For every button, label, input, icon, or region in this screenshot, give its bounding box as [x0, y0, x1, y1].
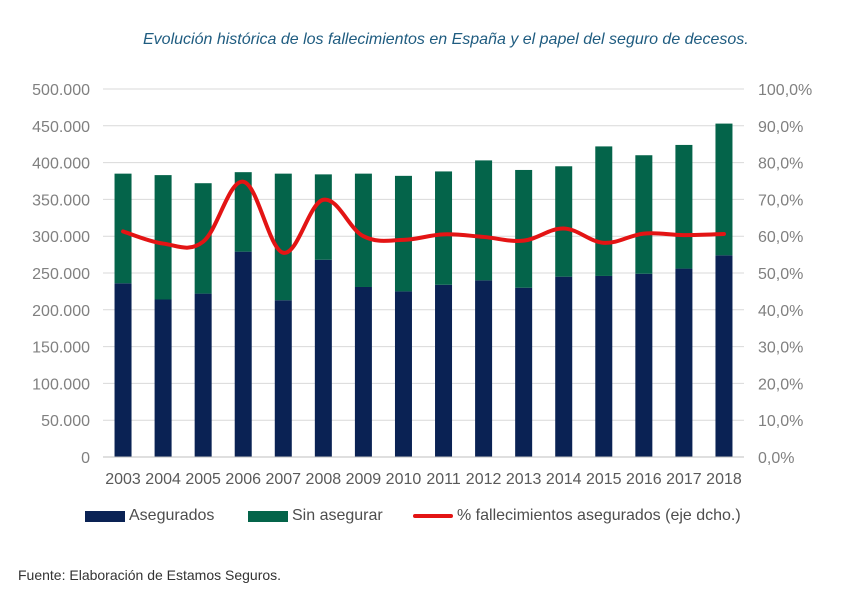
- bar-asegurados: [515, 287, 533, 457]
- legend-swatch-asegurados: [85, 511, 125, 522]
- x-tick-label: 2015: [586, 471, 622, 488]
- y-left-tick-label: 100.000: [32, 376, 90, 393]
- y-left-tick-label: 350.000: [32, 192, 90, 209]
- bar-asegurados: [154, 299, 172, 457]
- bar-sin-asegurar: [435, 171, 453, 285]
- bar-sin-asegurar: [154, 175, 172, 300]
- bar-asegurados: [675, 268, 693, 457]
- legend-swatch-sin-asegurar: [248, 511, 288, 522]
- y-right-tick-label: 40,0%: [758, 303, 803, 320]
- y-left-tick-label: 300.000: [32, 229, 90, 246]
- x-tick-label: 2006: [225, 471, 261, 488]
- y-left-tick-label: 200.000: [32, 303, 90, 320]
- y-right-tick-label: 100,0%: [758, 82, 812, 99]
- bar-asegurados: [715, 255, 733, 457]
- y-left-tick-label: 0: [81, 450, 90, 467]
- bar-asegurados: [194, 293, 212, 457]
- bar-asegurados: [234, 251, 252, 457]
- bar-sin-asegurar: [595, 146, 613, 276]
- series-line-percent: [121, 179, 726, 255]
- bar-sin-asegurar: [715, 123, 733, 256]
- y-right-tick-label: 50,0%: [758, 266, 803, 283]
- y-left-tick-label: 50.000: [41, 413, 90, 430]
- legend-label-percent: % fallecimientos asegurados (eje dcho.): [457, 507, 741, 524]
- bar-asegurados: [475, 280, 493, 457]
- legend-label-asegurados: Asegurados: [129, 507, 215, 524]
- y-right-tick-label: 70,0%: [758, 192, 803, 209]
- bar-asegurados: [114, 283, 132, 457]
- y-right-tick-label: 30,0%: [758, 340, 803, 357]
- x-tick-label: 2016: [626, 471, 662, 488]
- y-left-tick-label: 400.000: [32, 156, 90, 173]
- y-right-tick-label: 0,0%: [758, 450, 794, 467]
- bar-sin-asegurar: [635, 155, 653, 274]
- y-right-tick-label: 10,0%: [758, 413, 803, 430]
- bar-sin-asegurar: [394, 175, 412, 292]
- source-note: Fuente: Elaboración de Estamos Seguros.: [18, 567, 282, 583]
- bar-asegurados: [595, 275, 613, 457]
- bar-asegurados: [314, 259, 332, 457]
- y-right-tick-label: 60,0%: [758, 229, 803, 246]
- bar-sin-asegurar: [314, 174, 332, 260]
- x-tick-label: 2011: [426, 471, 461, 488]
- x-tick-label: 2017: [666, 471, 702, 488]
- x-tick-label: 2012: [466, 471, 502, 488]
- y-left-tick-label: 250.000: [32, 266, 90, 283]
- bar-sin-asegurar: [234, 172, 252, 252]
- bar-sin-asegurar: [114, 173, 132, 284]
- y-left-tick-label: 150.000: [32, 340, 90, 357]
- bar-sin-asegurar: [274, 173, 292, 301]
- bar-sin-asegurar: [555, 166, 573, 277]
- bar-asegurados: [274, 300, 292, 457]
- y-left-tick-label: 450.000: [32, 119, 90, 136]
- legend-swatch-percent: [413, 514, 453, 518]
- bar-sin-asegurar: [515, 169, 533, 288]
- y-right-tick-label: 80,0%: [758, 156, 803, 173]
- bar-asegurados: [354, 286, 372, 457]
- y-right-tick-label: 90,0%: [758, 119, 803, 136]
- x-tick-label: 2014: [546, 471, 582, 488]
- x-tick-label: 2007: [265, 471, 301, 488]
- bar-asegurados: [435, 284, 453, 457]
- bar-sin-asegurar: [194, 183, 212, 294]
- x-tick-label: 2004: [145, 471, 181, 488]
- x-tick-label: 2008: [306, 471, 342, 488]
- chart-title: Evolución histórica de los fallecimiento…: [143, 31, 749, 48]
- x-tick-label: 2010: [386, 471, 422, 488]
- bar-sin-asegurar: [354, 173, 372, 287]
- x-tick-label: 2003: [105, 471, 141, 488]
- bar-sin-asegurar: [675, 144, 693, 269]
- bar-asegurados: [555, 276, 573, 457]
- y-right-tick-label: 20,0%: [758, 376, 803, 393]
- x-tick-label: 2009: [346, 471, 382, 488]
- x-tick-label: 2005: [185, 471, 221, 488]
- y-left-tick-label: 500.000: [32, 82, 90, 99]
- x-tick-label: 2013: [506, 471, 542, 488]
- bar-sin-asegurar: [475, 160, 493, 281]
- bar-asegurados: [394, 291, 412, 457]
- bar-asegurados: [635, 273, 653, 457]
- x-tick-label: 2018: [706, 471, 742, 488]
- legend-label-sin-asegurar: Sin asegurar: [292, 507, 383, 524]
